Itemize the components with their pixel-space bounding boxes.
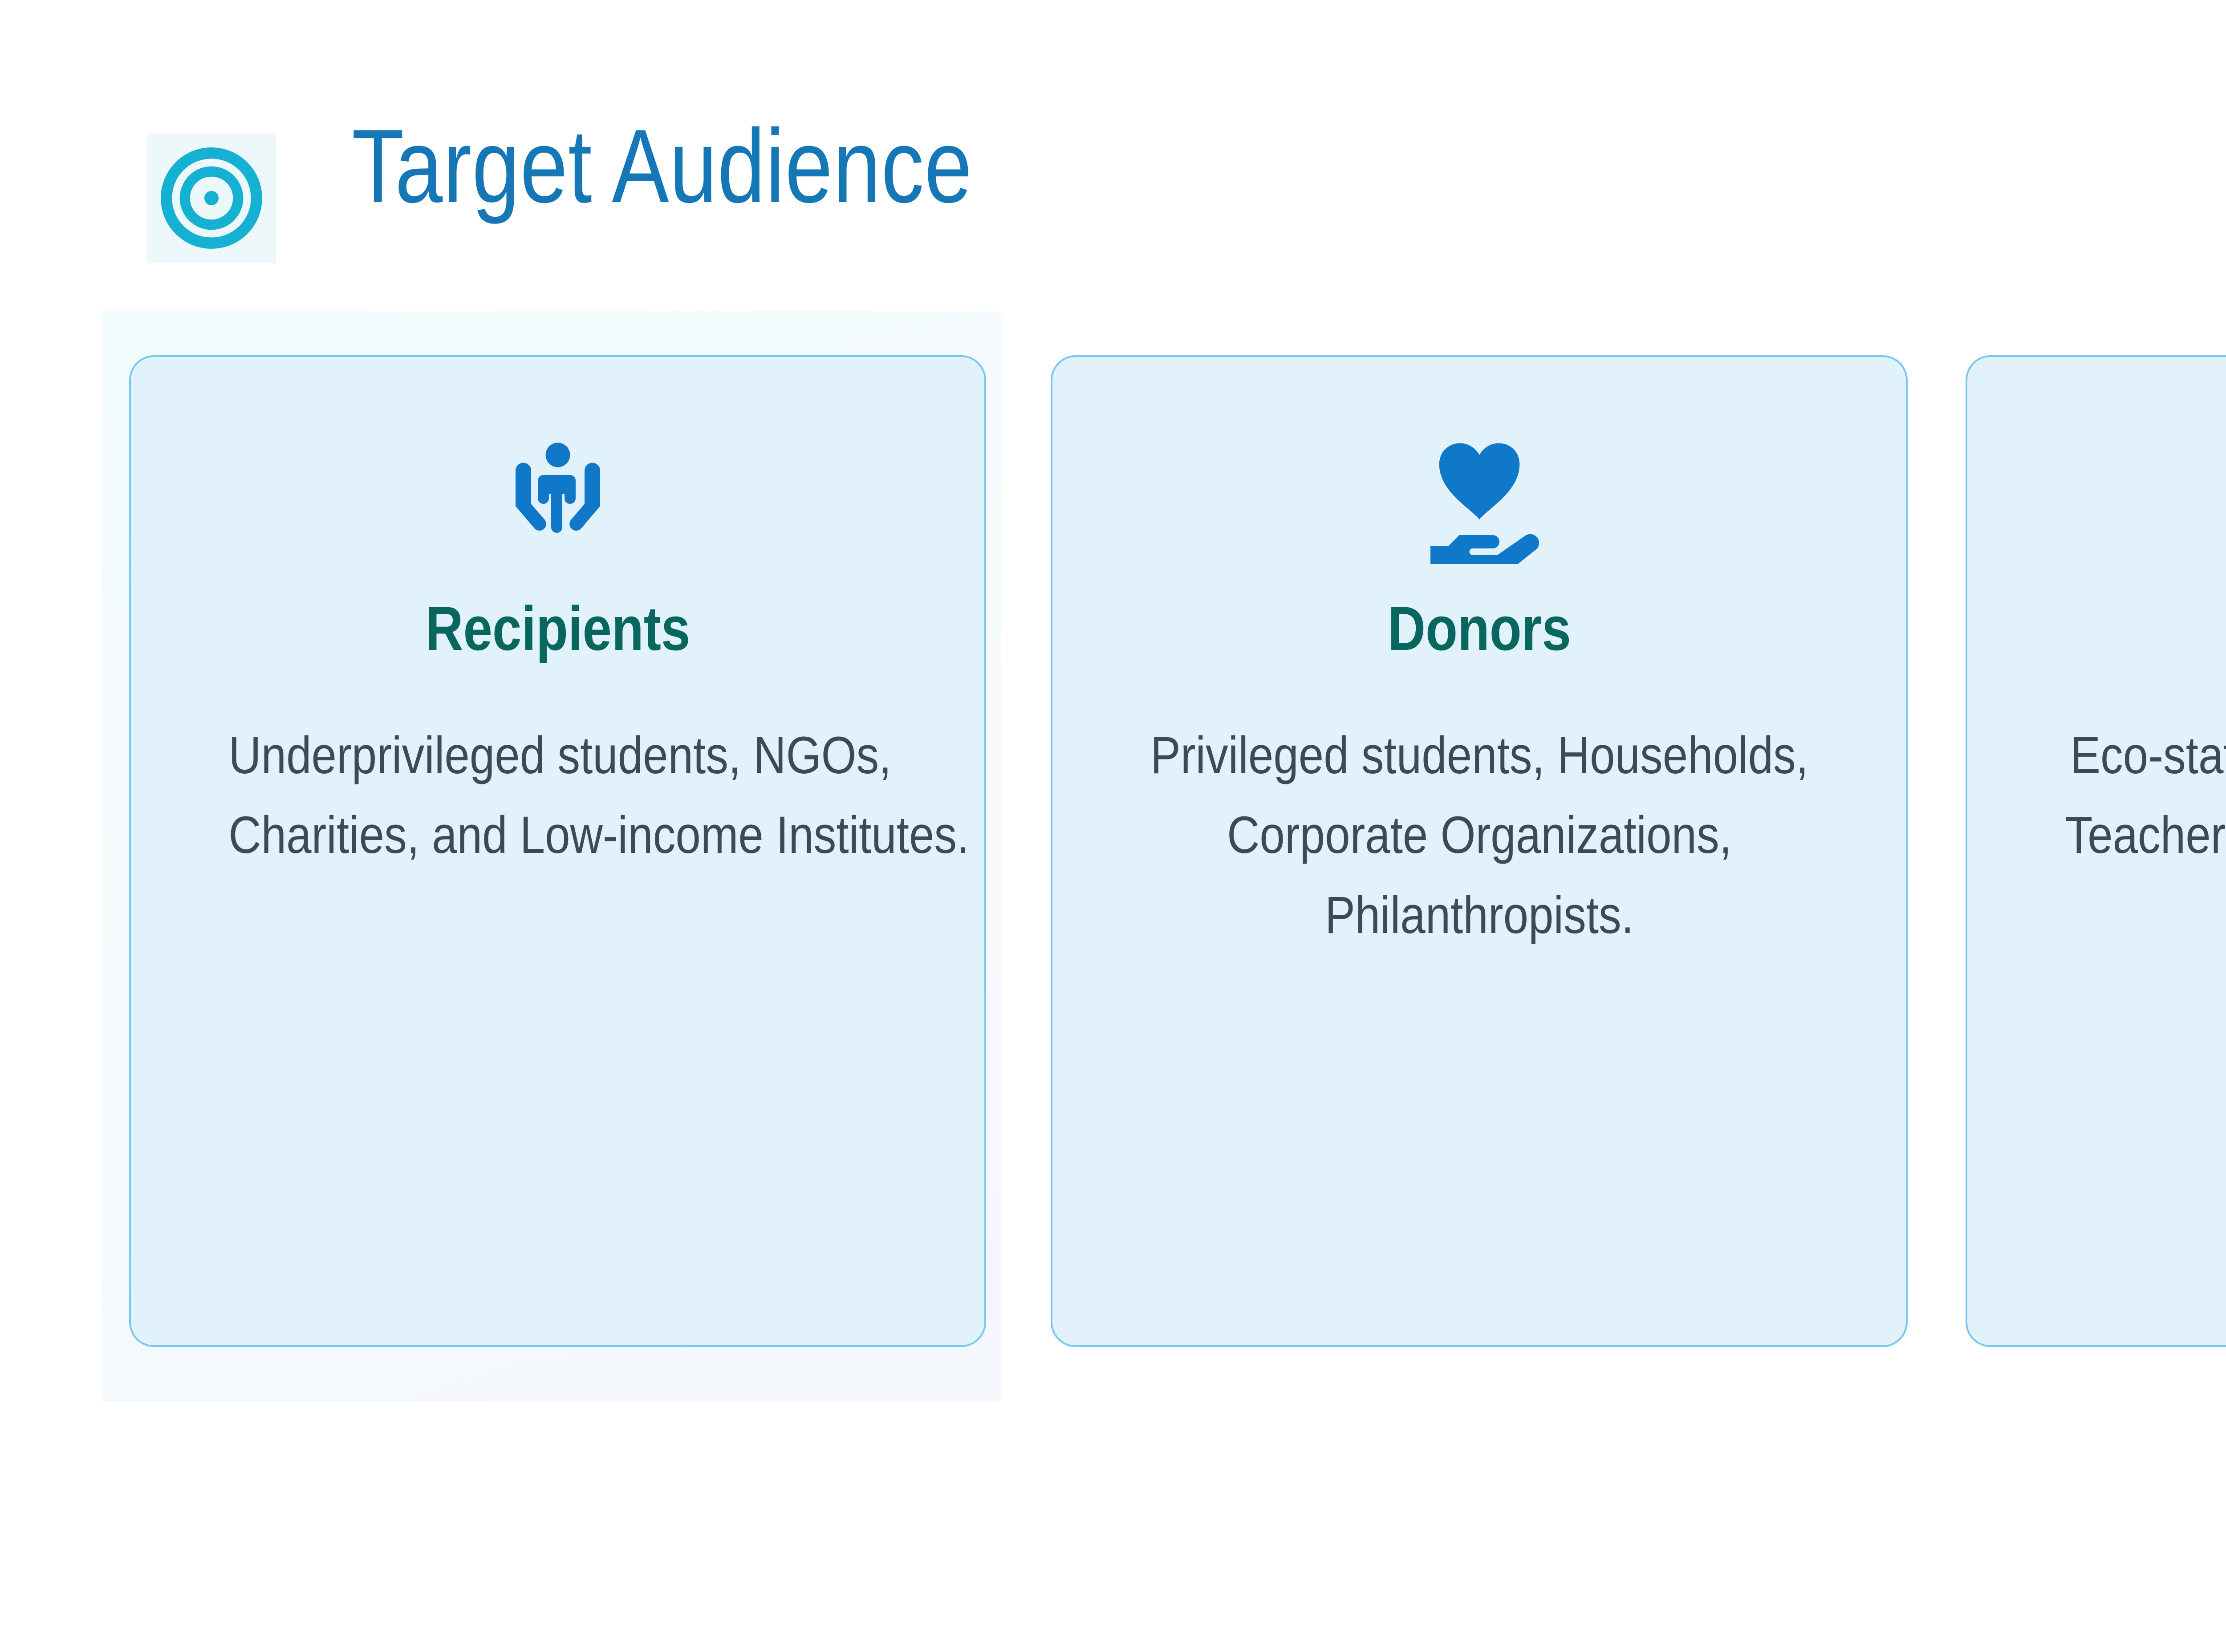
card-body: Privileged students, Households, Corpora… xyxy=(1097,716,1862,955)
card-body-line: Eco-stationery sellers, Volunteer xyxy=(2070,726,2226,785)
page-title: Target Audience xyxy=(352,107,973,224)
card-body-line: Privileged students, Households, xyxy=(1150,726,1808,785)
card-body-line: Teachers, Online School Suppliers. xyxy=(2064,806,2226,865)
card-body-line: Philanthropists. xyxy=(1324,885,1634,945)
audience-card-partners[interactable]: Partners Eco-stationery sellers, Volunte… xyxy=(1966,355,2226,1347)
slide-header: Target Audience xyxy=(0,0,2226,276)
card-body-line: Charities, and Low-income Institutes. xyxy=(228,806,969,865)
audience-card-donors[interactable]: Donors Privileged students, Households, … xyxy=(1051,355,1908,1347)
card-body-line: Corporate Organizations, xyxy=(1227,806,1732,865)
card-body: Eco-stationery sellers, Volunteer Teache… xyxy=(2011,716,2226,876)
card-body-line: Underprivileged students, NGOs, xyxy=(228,726,891,785)
target-bullseye-icon xyxy=(147,134,276,263)
card-body: Underprivileged students, NGOs, Charitie… xyxy=(175,716,969,876)
audience-card-recipients[interactable]: Recipients Underprivileged students, NGO… xyxy=(129,355,986,1347)
card-heading: Recipients xyxy=(425,593,690,663)
heart-in-hand-icon xyxy=(1406,424,1553,571)
hands-holding-person-icon xyxy=(484,424,631,571)
card-heading: Donors xyxy=(1387,593,1571,663)
